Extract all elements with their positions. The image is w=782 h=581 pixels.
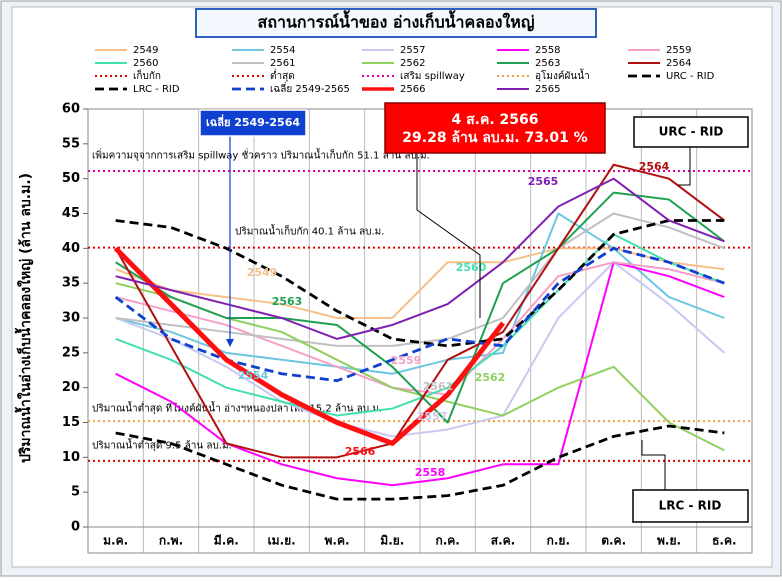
callout-text: เฉลี่ย 2549-2564: [206, 114, 300, 129]
legend-label: 2554: [270, 45, 295, 56]
y-tick-label: 10: [62, 450, 80, 465]
callout-box: [633, 116, 749, 148]
callout-text: 4 ส.ค. 2566: [451, 112, 538, 128]
legend-label: ต่ำสุด: [270, 68, 295, 82]
series-label: 2558: [415, 466, 446, 479]
legend-label: 2563: [535, 58, 560, 69]
x-tick-label: ก.ค.: [435, 534, 459, 548]
series-line: [114, 246, 725, 383]
y-tick-label: 20: [62, 380, 80, 395]
x-tick-label: ก.ย.: [547, 534, 570, 548]
x-tick-label: พ.ย.: [657, 534, 681, 548]
series-label: 2566: [345, 445, 376, 458]
callout-text: URC - RID: [659, 125, 724, 139]
series-label: 2565: [528, 175, 559, 188]
legend-label: 2562: [400, 58, 425, 69]
series-line: [113, 246, 505, 446]
reference-label: ปริมาณน้ำต่ำสุด 9.5 ล้าน ลบ.ม.: [92, 437, 232, 451]
series-line: [115, 247, 725, 319]
y-tick-label: 35: [62, 276, 80, 291]
chart-title: สถานการณ์น้ำของ อ่างเก็บน้ำคลองใหญ่: [258, 10, 535, 33]
callout-box: [199, 109, 307, 137]
callout-text: 29.28 ล้าน ลบ.ม. 73.01 %: [402, 130, 587, 146]
legend-label: 2549: [133, 45, 158, 56]
reference-label: ปริมาณน้ำเก็บกัก 40.1 ล้าน ลบ.ม.: [235, 224, 384, 238]
series-line: [115, 261, 725, 438]
x-tick-label: มิ.ย.: [380, 534, 404, 548]
series-label: 2549: [247, 266, 278, 279]
y-axis-title: ปริมาณน้ำในอ่างเก็บน้ำคลองใหญ่ (ล้าน ลบ.…: [14, 173, 34, 463]
series-label: 2554: [238, 369, 269, 382]
y-tick-label: 5: [71, 485, 80, 500]
legend-label: 2560: [133, 58, 158, 69]
y-tick-label: 40: [62, 241, 80, 256]
reference-label: ปริมาณน้ำต่ำสุด ที่โมงค์ผันน้ำ อ่างฯหนอง…: [92, 401, 382, 415]
y-tick-label: 15: [62, 415, 80, 430]
callout-box: [632, 489, 749, 523]
callout-pointer: [416, 153, 481, 318]
title-box: [195, 8, 597, 38]
series-label: 2562: [475, 371, 506, 384]
callout-pointer: [641, 440, 666, 490]
x-tick-label: ต.ค.: [601, 534, 626, 548]
legend-label: เสริม spillway: [400, 71, 465, 82]
series-line: [115, 261, 725, 396]
x-tick-label: มี.ค.: [214, 534, 239, 548]
x-tick-label: เม.ย.: [268, 534, 296, 548]
y-tick-label: 25: [62, 345, 80, 360]
legend-label: เฉลี่ย 2549-2565: [270, 81, 350, 95]
legend-label: 2564: [666, 58, 691, 69]
legend-label: 2559: [666, 45, 691, 56]
x-axis-box: [87, 526, 753, 554]
y-tick-label: 50: [62, 171, 80, 186]
series-label: 2560: [456, 261, 487, 274]
series-line: [115, 261, 725, 487]
y-tick-label: 60: [62, 102, 80, 117]
callout-arrow: [226, 339, 234, 347]
x-tick-label: ก.พ.: [159, 534, 183, 548]
series-label: 2561: [423, 380, 454, 393]
legend-label: 2558: [535, 45, 560, 56]
legend-label: 2566: [400, 84, 425, 95]
legend-label: URC - RID: [666, 71, 715, 82]
legend-label: 2557: [400, 45, 425, 56]
series-line: [115, 191, 725, 424]
legend-label: 2565: [535, 84, 560, 95]
x-tick-label: ม.ค.: [103, 534, 128, 548]
series-label: 2557: [417, 410, 448, 423]
y-tick-label: 55: [62, 136, 80, 151]
y-tick-label: 0: [71, 520, 80, 535]
x-tick-label: พ.ค.: [324, 534, 349, 548]
series-line: [115, 424, 725, 501]
series-line: [115, 219, 725, 348]
series-line: [115, 212, 725, 347]
x-tick-label: ส.ค.: [491, 534, 515, 548]
y-tick-label: 30: [62, 311, 80, 326]
series-line: [114, 163, 725, 459]
callout-text: LRC - RID: [659, 499, 722, 513]
legend-label: 2561: [270, 58, 295, 69]
series-label: 2563: [272, 295, 303, 308]
x-tick-label: ธ.ค.: [712, 534, 736, 548]
series-label: 2564: [639, 160, 670, 173]
callout-pointer: [678, 147, 691, 186]
legend-label: อุโมงค์ผันน้ำ: [535, 68, 590, 82]
series-line: [115, 177, 725, 340]
legend-label: LRC - RID: [133, 84, 180, 95]
y-tick-label: 45: [62, 206, 80, 221]
series-line: [115, 233, 725, 417]
reference-label: เพิ่มความจุจากการเสริม spillway ชั่วคราว…: [92, 148, 430, 162]
series-label: 2559: [391, 354, 422, 367]
callout-box: [384, 102, 606, 154]
legend-label: เก็บกัก: [133, 68, 161, 82]
